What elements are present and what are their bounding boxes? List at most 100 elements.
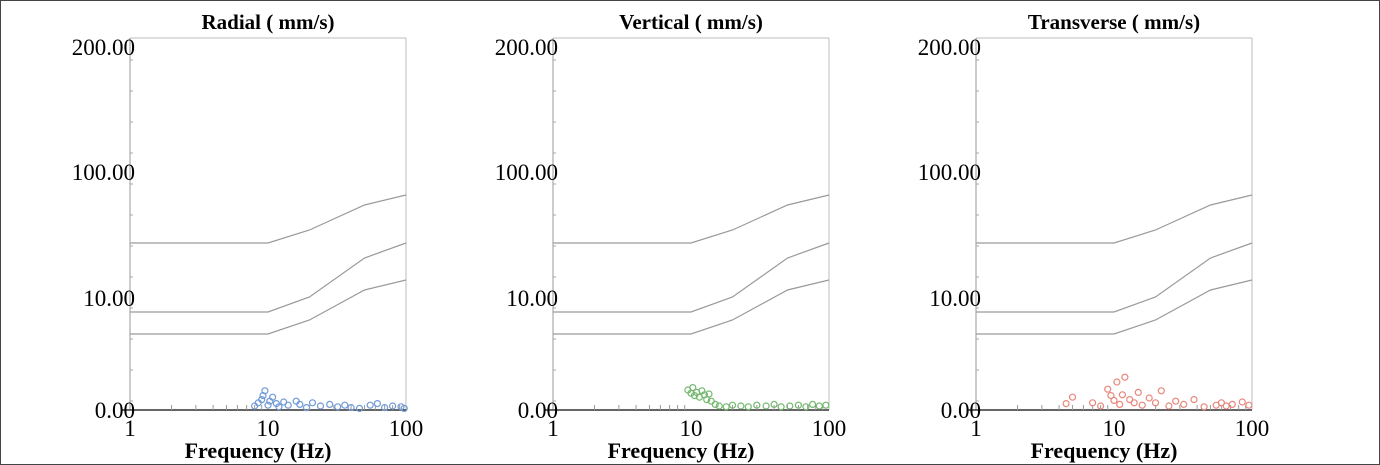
chart-title: Transverse ( mm/s) — [1028, 10, 1200, 34]
data-point — [722, 403, 730, 411]
x-tick-label: 1 — [970, 416, 982, 441]
limit-curve-3 — [130, 279, 407, 335]
data-point — [777, 403, 785, 411]
data-point — [802, 403, 810, 411]
y-tick-label: 0.00 — [518, 398, 558, 423]
data-point — [715, 402, 723, 410]
data-point — [334, 403, 342, 411]
data-point — [1217, 399, 1226, 407]
chart-title: Radial ( mm/s) — [202, 10, 335, 34]
data-point — [808, 400, 817, 408]
data-point — [1228, 400, 1236, 408]
data-point — [770, 400, 778, 408]
data-point — [326, 400, 334, 408]
y-tick-label: 0.00 — [941, 398, 981, 423]
x-tick-label: 100 — [1235, 416, 1270, 441]
x-axis-label: Frequency (Hz) — [608, 438, 755, 463]
data-point — [728, 401, 737, 409]
x-tick-label: 10 — [257, 416, 280, 441]
data-point — [261, 387, 269, 395]
limit-curve-3 — [976, 279, 1253, 335]
y-tick-label: 200.00 — [495, 35, 558, 60]
limit-curve-1 — [130, 194, 407, 244]
y-tick-label: 10.00 — [929, 286, 981, 311]
y-tick-label: 10.00 — [83, 286, 135, 311]
data-point — [1121, 373, 1129, 381]
limit-curve-1 — [976, 194, 1253, 244]
data-point — [737, 402, 745, 410]
data-point — [1172, 397, 1180, 405]
data-point — [264, 401, 272, 409]
data-point — [1245, 401, 1253, 409]
data-point — [316, 402, 325, 410]
x-axis-label: Frequency (Hz) — [185, 438, 332, 463]
data-point — [711, 400, 719, 408]
x-tick-label: 1 — [547, 416, 559, 441]
data-point — [284, 401, 292, 409]
data-point — [689, 384, 697, 392]
data-point — [1088, 399, 1097, 407]
data-point — [1222, 402, 1230, 410]
x-axis-label: Frequency (Hz) — [1031, 438, 1178, 463]
data-point — [1200, 403, 1208, 411]
chart-panel-3: Transverse ( mm/s) 0.00 10.00 100.00 200.00 1… — [918, 10, 1270, 463]
limit-curve-2 — [553, 242, 830, 313]
data-point — [341, 401, 349, 409]
y-tick-label: 200.00 — [72, 35, 135, 60]
x-tick-label: 1 — [124, 416, 136, 441]
x-tick-label: 10 — [1103, 416, 1126, 441]
limit-curve-1 — [553, 194, 830, 244]
data-point — [302, 404, 311, 412]
data-point — [1116, 400, 1124, 408]
x-tick-label: 100 — [389, 416, 424, 441]
data-point — [1062, 400, 1070, 408]
data-point — [1130, 399, 1138, 407]
data-point — [1138, 401, 1146, 409]
chart-title: Vertical ( mm/s) — [619, 10, 763, 34]
chart-panel-1: Radial ( mm/s) 0.00 10.00 100.00 200.00 1 10 10… — [72, 10, 424, 463]
data-point — [275, 403, 283, 411]
x-tick-label: 100 — [812, 416, 847, 441]
limit-curve-3 — [553, 279, 830, 335]
limit-curve-2 — [130, 242, 407, 313]
data-point — [786, 402, 794, 410]
data-point — [822, 401, 830, 409]
data-point — [355, 404, 364, 412]
data-point — [1096, 402, 1105, 410]
data-point — [308, 399, 317, 407]
data-point — [1157, 387, 1165, 395]
y-tick-label: 10.00 — [506, 286, 558, 311]
data-point — [296, 400, 304, 408]
data-point — [815, 402, 823, 410]
data-point — [1151, 399, 1160, 407]
data-point — [400, 404, 408, 412]
data-point — [1165, 402, 1173, 410]
y-tick-label: 0.00 — [95, 398, 135, 423]
limit-curve-2 — [976, 242, 1253, 313]
data-point — [1104, 385, 1112, 393]
y-tick-label: 100.00 — [918, 160, 981, 185]
data-point — [1134, 388, 1142, 396]
data-point — [1110, 396, 1118, 404]
x-tick-label: 10 — [680, 416, 703, 441]
data-point — [373, 400, 381, 408]
data-point — [1238, 398, 1246, 406]
data-point — [366, 401, 374, 409]
y-tick-label: 100.00 — [72, 160, 135, 185]
data-point — [1113, 378, 1121, 386]
y-tick-label: 200.00 — [918, 35, 981, 60]
data-point — [1180, 400, 1188, 408]
data-point — [762, 402, 770, 410]
chart-panel-2: Vertical ( mm/s) 0.00 10.00 100.00 200.00 1 10… — [495, 10, 847, 463]
data-point — [1068, 393, 1077, 401]
data-point — [258, 396, 266, 404]
data-point — [381, 404, 389, 412]
data-point — [347, 404, 355, 412]
data-point — [389, 402, 397, 410]
data-point — [705, 390, 713, 398]
data-point — [269, 393, 277, 401]
data-point — [753, 401, 761, 409]
data-point — [1145, 394, 1153, 402]
data-point — [794, 401, 803, 409]
